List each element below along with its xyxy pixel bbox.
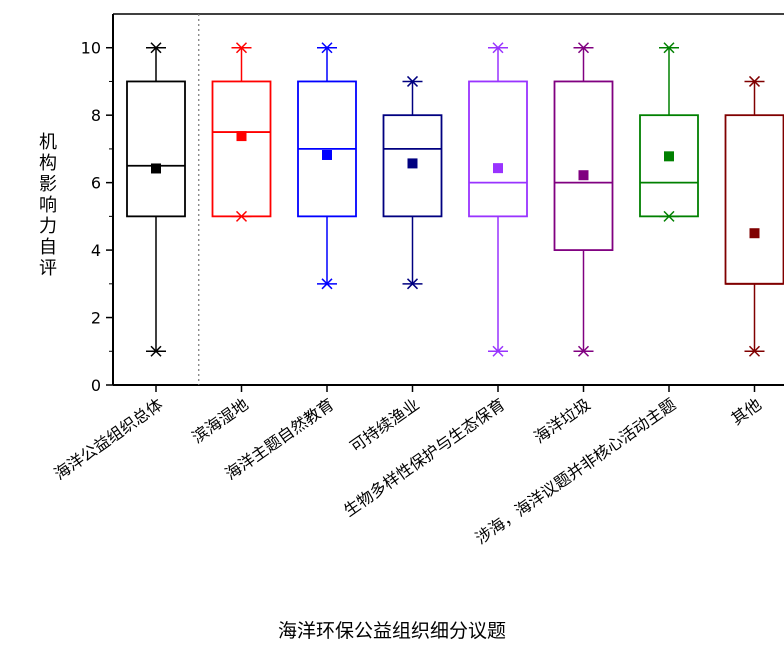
max-marker [492, 42, 504, 54]
mean-marker [664, 151, 674, 162]
min-marker [748, 345, 761, 357]
mean-marker [151, 163, 161, 174]
x-tick-label: 海洋公益组织总体 [51, 395, 167, 484]
y-tick-label: 4 [91, 241, 101, 260]
y-axis-label: 机构影响力自评 [36, 131, 57, 279]
box-iqr [382, 114, 443, 218]
max-marker [235, 42, 248, 54]
mean-marker [322, 149, 332, 160]
mean-marker [236, 131, 247, 142]
box-iqr [553, 80, 614, 251]
y-tick-label: 6 [91, 174, 101, 193]
min-marker [406, 278, 419, 290]
min-marker [321, 278, 333, 290]
min-marker [235, 210, 248, 222]
box-iqr [468, 80, 528, 218]
mean-marker [749, 228, 760, 239]
x-axis-label: 海洋环保公益组织细分议题 [277, 620, 506, 642]
x-tick-label: 滨海湿地 [188, 395, 251, 447]
x-tick-label: 可持续渔业 [346, 395, 422, 456]
box-iqr [639, 114, 699, 218]
x-tick-label: 其他 [728, 395, 765, 429]
max-marker [577, 42, 590, 54]
y-tick-label: 8 [91, 106, 101, 125]
y-axis-label-box: 机构影响力自评 [26, 100, 66, 310]
max-marker [150, 42, 162, 54]
y-tick-label: 0 [91, 376, 101, 395]
max-marker [406, 75, 419, 87]
max-marker [663, 42, 675, 54]
max-marker [748, 75, 761, 87]
min-marker [150, 345, 162, 357]
min-marker [492, 345, 504, 357]
y-tick-label: 2 [91, 309, 101, 328]
box-iqr [211, 80, 272, 218]
mean-marker [578, 170, 589, 181]
max-marker [321, 42, 333, 54]
mean-marker [493, 163, 503, 174]
min-marker [663, 210, 675, 222]
y-tick-label: 10 [81, 39, 101, 58]
x-tick-label: 海洋垃圾 [530, 395, 593, 447]
x-tick-label: 生物多样性保护与生态保育 [340, 395, 508, 521]
min-marker [577, 345, 590, 357]
box-iqr [126, 80, 186, 218]
mean-marker [407, 158, 418, 169]
box-iqr [724, 114, 784, 285]
